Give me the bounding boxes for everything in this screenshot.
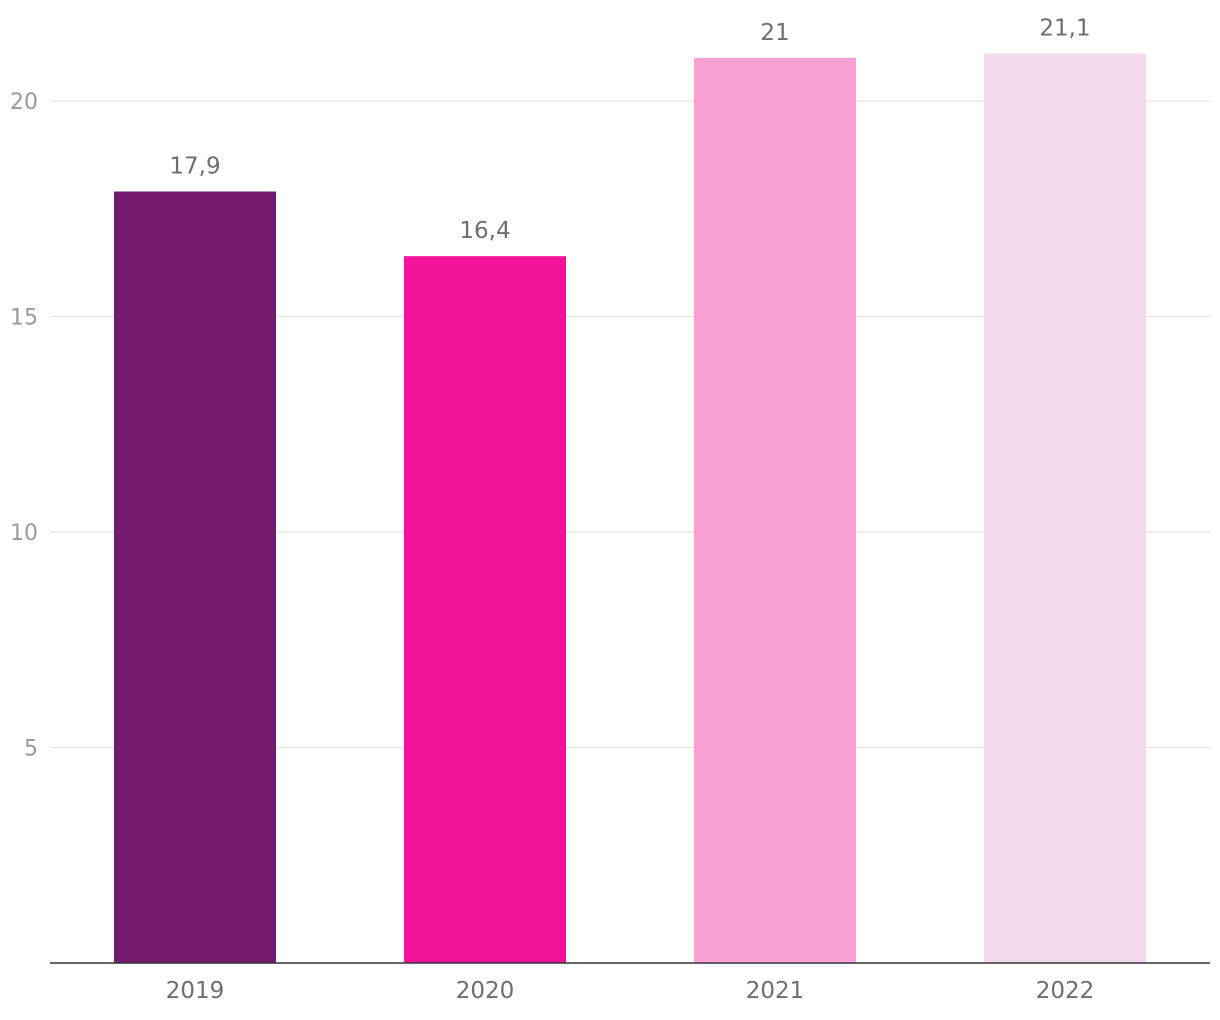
data-label-2020: 16,4 [459, 218, 510, 244]
data-label-2021: 21 [760, 20, 789, 46]
bars [114, 53, 1146, 963]
bar-2021 [694, 57, 856, 963]
data-label-2019: 17,9 [169, 154, 220, 180]
y-tick-label: 20 [10, 90, 38, 115]
y-tick-label: 15 [10, 306, 38, 331]
data-label-2022: 21,1 [1039, 16, 1090, 42]
bar-2019 [114, 191, 276, 963]
x-tick-label-2022: 2022 [1036, 978, 1095, 1004]
x-tick-label-2021: 2021 [746, 978, 805, 1004]
x-tick-label-2019: 2019 [166, 978, 225, 1004]
y-axis: 5 10 15 20 [10, 90, 38, 762]
x-tick-label-2020: 2020 [456, 978, 515, 1004]
bar-2022 [984, 53, 1146, 963]
y-tick-label: 10 [10, 521, 38, 546]
bar-2020 [404, 256, 566, 963]
data-labels: 17,9 16,4 21 21,1 [169, 16, 1090, 245]
y-tick-label: 5 [24, 737, 38, 762]
x-axis: 2019 2020 2021 2022 [50, 962, 1210, 1004]
